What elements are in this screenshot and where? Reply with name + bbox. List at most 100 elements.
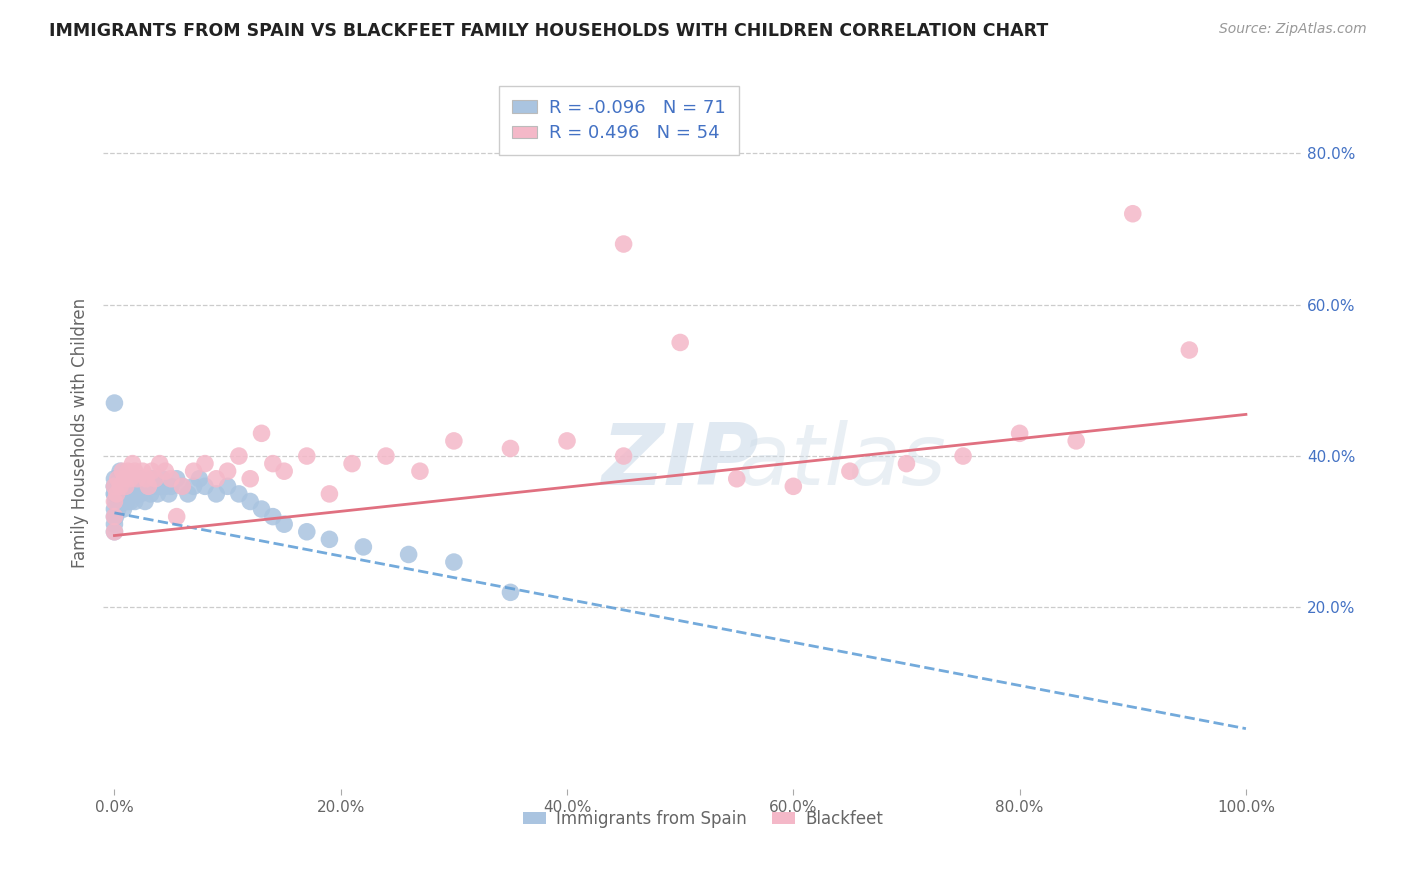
Point [108, 472, 131, 486]
Point [217, 479, 239, 493]
Point [205, 472, 228, 486]
Point [103, 487, 125, 501]
Point [135, 472, 157, 486]
Point [114, 487, 136, 501]
Point [183, 464, 205, 478]
Point [124, 464, 146, 478]
Point [155, 464, 177, 478]
Point [121, 457, 143, 471]
Point [143, 472, 166, 486]
Point [141, 464, 163, 478]
Point [103, 494, 125, 508]
Point [150, 472, 173, 486]
Point [194, 479, 217, 493]
Point [103, 479, 125, 493]
Point [122, 472, 145, 486]
Point [138, 479, 160, 493]
Text: atlas: atlas [600, 420, 946, 503]
Point [166, 472, 188, 486]
Point [111, 487, 134, 501]
Point [139, 487, 162, 501]
Point [160, 472, 183, 486]
Point [104, 494, 127, 508]
Point [669, 335, 692, 350]
Point [107, 479, 129, 493]
Point [1178, 343, 1201, 357]
Text: ZIP: ZIP [600, 420, 758, 503]
Point [318, 487, 340, 501]
Point [295, 524, 318, 539]
Point [205, 487, 228, 501]
Point [172, 479, 194, 493]
Point [103, 502, 125, 516]
Point [250, 426, 273, 441]
Point [239, 494, 262, 508]
Point [120, 472, 142, 486]
Point [157, 487, 180, 501]
Point [103, 517, 125, 532]
Point [112, 502, 135, 516]
Point [838, 464, 860, 478]
Point [318, 533, 340, 547]
Point [149, 479, 172, 493]
Point [114, 472, 136, 486]
Point [132, 479, 155, 493]
Point [111, 472, 134, 486]
Point [166, 509, 188, 524]
Point [952, 449, 974, 463]
Point [128, 472, 150, 486]
Point [103, 396, 125, 410]
Point [115, 494, 138, 508]
Point [129, 487, 152, 501]
Point [262, 457, 284, 471]
Point [125, 479, 148, 493]
Point [121, 487, 143, 501]
Point [103, 524, 125, 539]
Point [239, 472, 262, 486]
Point [127, 479, 149, 493]
Point [555, 434, 578, 448]
Point [114, 472, 136, 486]
Point [160, 479, 183, 493]
Point [725, 472, 748, 486]
Point [409, 464, 432, 478]
Point [132, 464, 155, 478]
Point [217, 464, 239, 478]
Y-axis label: Family Households with Children: Family Households with Children [72, 298, 89, 568]
Point [352, 540, 374, 554]
Point [1064, 434, 1087, 448]
Point [107, 502, 129, 516]
Point [117, 464, 139, 478]
Point [111, 464, 134, 478]
Point [340, 457, 363, 471]
Point [125, 472, 148, 486]
Point [103, 487, 125, 501]
Point [120, 479, 142, 493]
Point [177, 487, 200, 501]
Point [262, 509, 284, 524]
Point [114, 479, 136, 493]
Point [146, 487, 169, 501]
Point [120, 494, 142, 508]
Point [114, 479, 136, 493]
Point [108, 494, 131, 508]
Point [228, 487, 250, 501]
Point [613, 449, 636, 463]
Point [228, 449, 250, 463]
Point [398, 548, 420, 562]
Point [1008, 426, 1031, 441]
Point [103, 509, 125, 524]
Point [103, 479, 125, 493]
Legend: Immigrants from Spain, Blackfeet: Immigrants from Spain, Blackfeet [516, 803, 890, 834]
Point [105, 479, 128, 493]
Point [110, 479, 132, 493]
Point [134, 494, 156, 508]
Point [107, 472, 129, 486]
Point [443, 434, 465, 448]
Point [108, 464, 131, 478]
Text: IMMIGRANTS FROM SPAIN VS BLACKFEET FAMILY HOUSEHOLDS WITH CHILDREN CORRELATION C: IMMIGRANTS FROM SPAIN VS BLACKFEET FAMIL… [49, 22, 1049, 40]
Text: Source: ZipAtlas.com: Source: ZipAtlas.com [1219, 22, 1367, 37]
Point [142, 472, 165, 486]
Point [250, 502, 273, 516]
Point [183, 479, 205, 493]
